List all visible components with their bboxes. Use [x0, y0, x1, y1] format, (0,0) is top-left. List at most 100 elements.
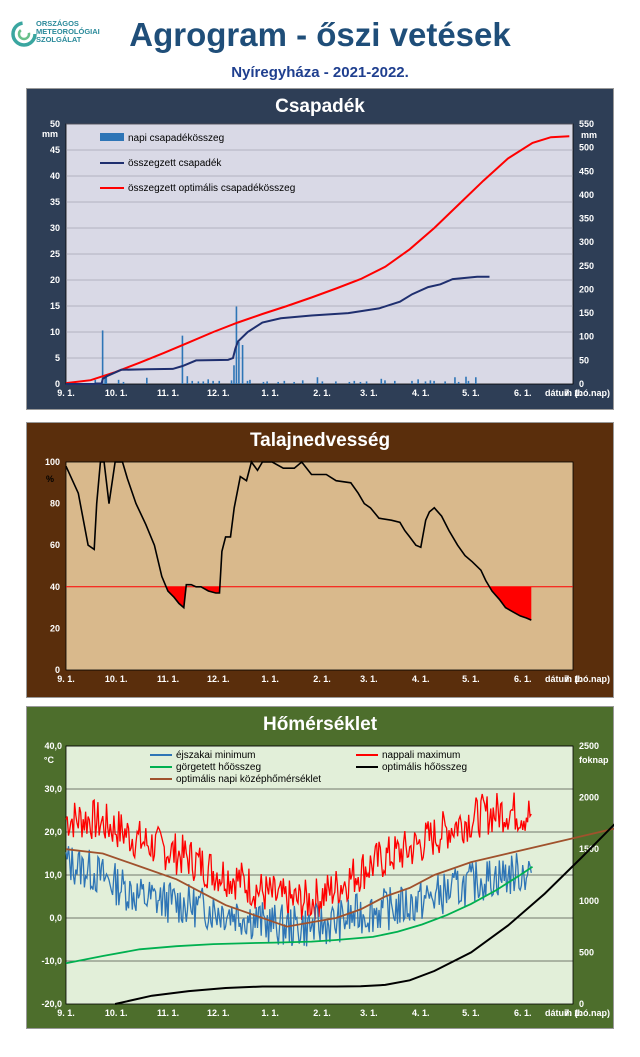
page-subtitle: Nyíregyháza - 2021-2022. [231, 64, 409, 81]
precip-bar [429, 380, 432, 384]
temp-chart: Hőmérséklet -20,0 -10,0 0,0 10,0 20,0 30,0 40,0… [26, 706, 614, 1029]
y-tick-label: 100 [45, 457, 60, 467]
x-axis-label: dátum (hó.nap) [545, 1008, 610, 1018]
precip-bar [301, 380, 304, 384]
y-right-tick-label: 350 [579, 214, 594, 224]
precip-bar [316, 377, 319, 384]
precip-bar [262, 381, 265, 384]
x-tick-label: 2. 1. [313, 388, 331, 398]
x-tick-label: 5. 1. [462, 674, 480, 684]
precip-bar [266, 381, 268, 384]
x-tick-label: 9. 1. [57, 674, 75, 684]
chart-title: Hőmérséklet [263, 714, 378, 735]
legend-label: optimális napi középhőmérséklet [176, 774, 321, 785]
x-tick-label: 10. 1. [105, 388, 128, 398]
deficit-area [201, 586, 220, 593]
x-tick-label: 9. 1. [57, 388, 75, 398]
x-tick-label: 2. 1. [313, 1008, 331, 1018]
x-tick-label: 11. 1. [157, 674, 179, 684]
x-axis-label: dátum (hó.nap) [545, 388, 610, 398]
precip-bar [411, 380, 413, 384]
precip-bar [104, 374, 106, 384]
cumulative-precip-line [66, 275, 490, 385]
precip-bar [353, 380, 356, 384]
y-right-tick-label: 0 [579, 379, 584, 389]
precip-bar [293, 381, 295, 384]
precip-bar [212, 380, 214, 384]
legend-label: összegzett csapadék [128, 158, 222, 169]
tmax-line [65, 792, 532, 921]
precip-bar [186, 376, 189, 384]
x-tick-label: 2. 1. [313, 674, 331, 684]
x-tick-label: 1. 1. [261, 1008, 279, 1018]
tmin-line [65, 846, 532, 947]
precip-bar [365, 381, 368, 384]
precip-panel: Csapadék 0 5 10 15 20 25 30 35 40 45 50 0 50 100 150 200… [26, 88, 614, 410]
x-tick-label: 6. 1. [514, 674, 532, 684]
legend-label: éjszakai minimum [176, 750, 255, 761]
y-right-tick-label: 50 [579, 355, 589, 365]
y-right-tick-label: 450 [579, 166, 594, 176]
precip-bar [335, 381, 337, 384]
precip-bar [202, 381, 205, 384]
y-tick-label: 40 [50, 582, 60, 592]
omsz-logo [11, 21, 37, 47]
logo-line-1: ORSZÁGOS [36, 19, 79, 28]
x-tick-label: 3. 1. [360, 674, 378, 684]
y-left-tick-label: 0 [55, 379, 60, 389]
y-right-tick-label: 300 [579, 237, 594, 247]
y-left-unit: °C [44, 755, 55, 765]
x-tick-label: 12. 1. [207, 674, 230, 684]
x-tick-label: 12. 1. [207, 1008, 230, 1018]
y-left-tick-label: -20,0 [41, 999, 62, 1009]
y-right-tick-label: 500 [579, 947, 594, 957]
legend-label: nappali maximum [382, 750, 460, 761]
precip-bar [207, 379, 210, 384]
y-right-tick-label: 200 [579, 284, 594, 294]
optimal-heat-sum-line [114, 823, 614, 1005]
y-left-tick-label: 40 [50, 171, 60, 181]
precip-bar [321, 381, 324, 384]
precip-bar [94, 379, 97, 384]
x-tick-label: 1. 1. [261, 674, 279, 684]
x-tick-label: 11. 1. [157, 1008, 179, 1018]
precip-bar [475, 377, 477, 384]
precip-bar [233, 365, 235, 384]
y-left-tick-label: 10,0 [44, 870, 62, 880]
y-right-unit: foknap [579, 755, 609, 765]
y-left-tick-label: 35 [50, 197, 60, 207]
x-tick-label: 11. 1. [157, 388, 179, 398]
soil-chart: Talajnedvesség 0 20 40 60 80 100% 9. 1. 10. 1. 11… [26, 422, 614, 698]
x-tick-label: 4. 1. [412, 674, 430, 684]
x-tick-label: 5. 1. [462, 388, 480, 398]
page-title: Agrogram - őszi vetések [129, 16, 511, 53]
y-left-tick-label: 25 [50, 249, 60, 259]
chart-title: Csapadék [275, 96, 365, 117]
x-tick-label: 7. 1. [564, 1008, 582, 1018]
y-right-tick-label: 400 [579, 190, 594, 200]
precip-bar [181, 335, 184, 384]
y-left-tick-label: 5 [55, 353, 60, 363]
x-tick-label: 9. 1. [57, 1008, 75, 1018]
optimal-mean-temp-line [65, 827, 614, 928]
optimal-cumulative-line [65, 135, 570, 385]
y-left-tick-label: 50 [50, 119, 60, 129]
legend-label: görgetett hőösszeg [176, 762, 261, 773]
precip-bar [146, 377, 148, 384]
y-right-tick-label: 100 [579, 332, 594, 342]
logo-line-3: SZOLGÁLAT [36, 35, 82, 44]
x-tick-label: 4. 1. [412, 388, 430, 398]
precip-bar [249, 379, 251, 384]
y-left-tick-label: 30,0 [44, 784, 62, 794]
precip-bar [454, 377, 456, 384]
x-tick-label: 3. 1. [360, 388, 378, 398]
deficit-area [489, 586, 532, 621]
x-tick-label: 10. 1. [105, 1008, 128, 1018]
x-tick-label: 7. 1. [564, 674, 582, 684]
precip-bar [283, 380, 286, 384]
y-tick-label: 20 [50, 623, 60, 633]
precip-bar [384, 380, 386, 384]
y-right-tick-label: 150 [579, 308, 594, 318]
precip-bar [424, 381, 427, 384]
precip-bar [444, 381, 446, 384]
